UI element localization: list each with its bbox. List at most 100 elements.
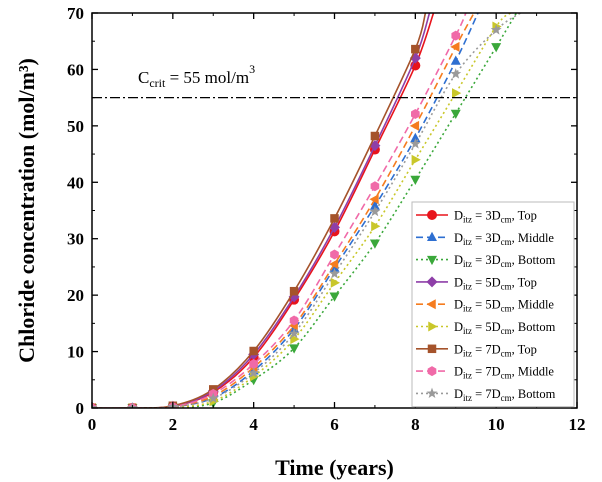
legend-label-part: = 5D — [472, 275, 501, 289]
legend-label-part: D — [454, 253, 463, 267]
data-point — [450, 41, 460, 52]
y-axis-title: Chloride concentration (mol/m³) — [14, 58, 39, 363]
data-point — [249, 346, 258, 356]
data-point — [248, 367, 260, 378]
y-tick-label: 70 — [67, 4, 84, 23]
legend-label-part: D — [454, 387, 463, 401]
legend-label-part: = 7D — [472, 387, 501, 401]
legend-label-part: D — [454, 320, 463, 334]
legend-entry: Ditz = 3Dcm, Top — [416, 209, 537, 225]
legend-label-part: cm — [501, 326, 512, 336]
y-tick-label: 30 — [67, 230, 84, 249]
legend-label: Ditz = 3Dcm, Bottom — [454, 253, 556, 269]
legend-entry: Ditz = 7Dcm, Middle — [416, 365, 554, 381]
x-tick-label: 10 — [488, 415, 505, 434]
legend-label-part: itz — [463, 215, 472, 225]
legend-label-part: , Top — [512, 209, 537, 223]
legend-label-part: , Bottom — [512, 387, 556, 401]
legend-swatch-marker — [427, 344, 437, 354]
legend-label: Ditz = 3Dcm, Top — [454, 209, 537, 225]
legend-label: Ditz = 7Dcm, Bottom — [454, 387, 556, 403]
legend-label-part: cm — [501, 348, 512, 358]
legend-label-part: itz — [463, 237, 472, 247]
data-point — [207, 392, 219, 404]
y-tick-label: 0 — [76, 399, 85, 418]
legend-label-part: cm — [501, 215, 512, 225]
series-line — [92, 13, 475, 408]
legend-label-part: D — [454, 275, 463, 289]
data-point — [452, 88, 462, 99]
data-point — [330, 277, 340, 288]
legend-label-part: = 3D — [472, 209, 501, 223]
legend-label-part: cm — [501, 393, 512, 403]
legend-label-part: itz — [463, 326, 472, 336]
legend-label-part: cm — [501, 371, 512, 381]
legend-swatch-marker — [426, 276, 438, 288]
legend-swatch-marker — [426, 299, 436, 310]
legend-label: Ditz = 5Dcm, Bottom — [454, 320, 556, 336]
data-point — [92, 402, 98, 408]
data-point — [451, 30, 461, 41]
legend-label-part: D — [454, 231, 463, 245]
data-point — [450, 68, 462, 79]
legend-label-part: itz — [463, 348, 472, 358]
legend-label-part: D — [454, 298, 463, 312]
series-line — [92, 13, 479, 408]
data-point — [369, 205, 381, 217]
legend-label-part: , Top — [512, 275, 537, 289]
data-point — [369, 194, 379, 205]
legend-label: Ditz = 5Dcm, Top — [454, 275, 537, 291]
legend-label-part: = 7D — [472, 342, 501, 356]
legend-entry: Ditz = 7Dcm, Bottom — [416, 387, 556, 403]
data-point — [490, 24, 502, 35]
data-point — [329, 292, 340, 302]
legend-swatch-marker — [427, 210, 437, 220]
y-tick-label: 60 — [67, 60, 84, 79]
data-point — [369, 239, 380, 249]
legend-label-part: = 7D — [472, 365, 501, 379]
legend-label: Ditz = 7Dcm, Top — [454, 342, 537, 358]
data-point — [410, 175, 421, 185]
legend-entry: Ditz = 5Dcm, Top — [416, 275, 537, 291]
y-tick-label: 20 — [67, 286, 84, 305]
data-point — [370, 181, 380, 192]
legend-entry: Ditz = 3Dcm, Middle — [416, 231, 554, 247]
critical-label-part: 3 — [249, 62, 255, 76]
legend-label-part: , Bottom — [512, 253, 556, 267]
x-tick-label: 2 — [169, 415, 178, 434]
legend-label-part: , Middle — [512, 298, 555, 312]
legend-entry: Ditz = 5Dcm, Bottom — [416, 320, 556, 336]
series-line — [92, 13, 431, 408]
legend-label-part: , Middle — [512, 231, 555, 245]
legend-entry: Ditz = 7Dcm, Top — [416, 342, 537, 358]
legend-label-part: D — [454, 342, 463, 356]
legend-label-part: itz — [463, 304, 472, 314]
y-tick-label: 40 — [67, 173, 84, 192]
data-point — [249, 358, 258, 369]
critical-label-part: = 55 mol/m — [165, 68, 249, 87]
legend-label-part: cm — [501, 259, 512, 269]
data-point — [450, 55, 461, 65]
data-point — [371, 221, 381, 232]
data-point — [330, 249, 339, 260]
y-tick-label: 10 — [67, 343, 84, 362]
data-point — [370, 131, 380, 141]
legend-label: Ditz = 3Dcm, Middle — [454, 231, 554, 247]
data-point — [411, 44, 420, 54]
legend-label: Ditz = 7Dcm, Middle — [454, 365, 554, 381]
legend-label-part: = 5D — [472, 298, 501, 312]
data-point — [289, 344, 300, 354]
data-point — [289, 315, 299, 326]
data-point — [330, 214, 339, 223]
legend-label-part: D — [454, 365, 463, 379]
data-point — [409, 138, 421, 149]
x-tick-label: 4 — [249, 415, 258, 434]
legend-label-part: itz — [463, 281, 472, 291]
legend-swatch-marker — [427, 255, 437, 266]
data-point — [329, 267, 340, 279]
critical-label: Ccrit = 55 mol/m3 — [138, 62, 255, 90]
x-tick-label: 6 — [330, 415, 339, 434]
x-axis-title: Time (years) — [275, 455, 394, 480]
